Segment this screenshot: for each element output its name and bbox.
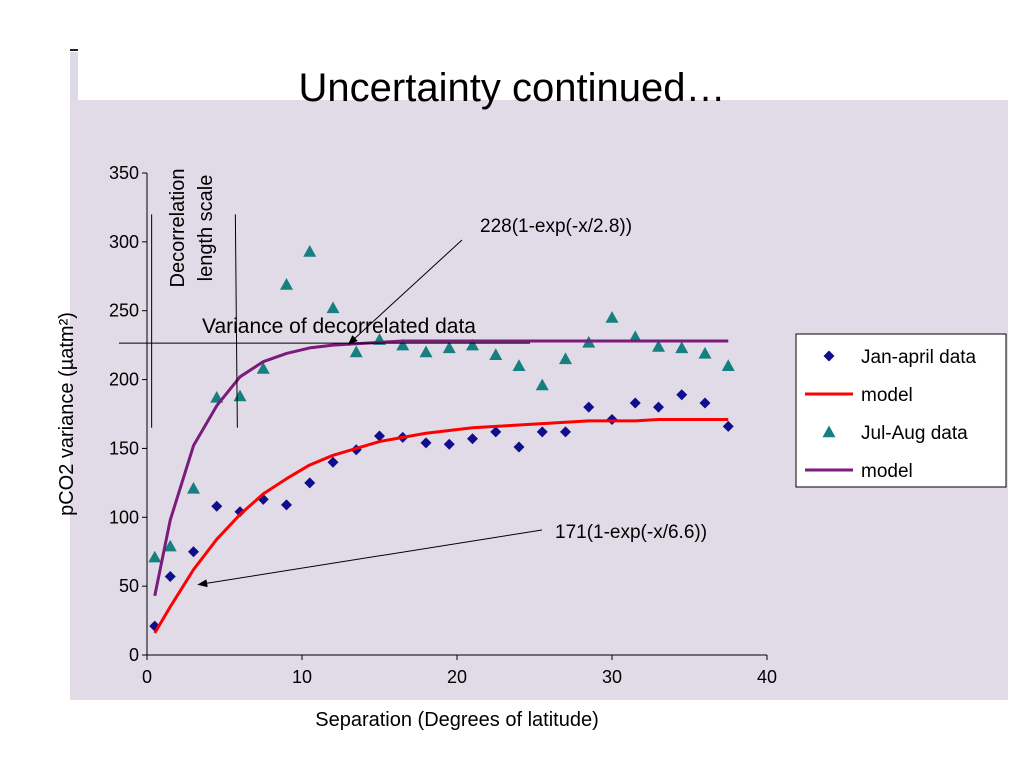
y-tick-label: 200	[109, 370, 139, 390]
y-tick-label: 150	[109, 438, 139, 458]
data-point	[234, 506, 246, 518]
series-0	[149, 389, 734, 632]
y-tick-label: 100	[109, 507, 139, 527]
y-tick-label: 50	[119, 576, 139, 596]
data-point	[164, 571, 176, 583]
data-point	[721, 359, 735, 371]
slide-corner-mark	[70, 49, 78, 51]
data-point	[187, 481, 200, 494]
data-point	[513, 441, 525, 453]
legend-label: Jul-Aug data	[861, 423, 968, 444]
legend-label: model	[861, 385, 913, 406]
data-point	[211, 500, 223, 512]
model-line-1	[153, 418, 729, 634]
data-point	[466, 338, 479, 351]
data-point	[653, 401, 664, 413]
decorrelation-label-line1: Decorrelation	[167, 169, 189, 288]
x-tick-label: 10	[292, 667, 312, 687]
legend-item: Jan-april data	[823, 347, 977, 368]
legend-label: Jan-april data	[861, 347, 977, 368]
data-point	[327, 456, 339, 468]
legend-item: model	[805, 461, 913, 482]
x-tick-label: 30	[602, 667, 622, 687]
data-point	[396, 338, 410, 351]
y-tick-label: 250	[109, 301, 139, 321]
data-point	[628, 330, 642, 343]
summer-model-arrow	[347, 239, 463, 345]
x-axis-title: Separation (Degrees of latitude)	[315, 709, 599, 731]
data-point	[583, 401, 595, 413]
legend: Jan-april data model Jul-Aug data model	[795, 333, 1007, 488]
data-point	[442, 341, 456, 354]
data-point	[163, 539, 177, 552]
slide-title: Uncertainty continued…	[298, 66, 726, 110]
y-axis-title: pCO2 variance (µatm²)	[56, 312, 78, 516]
data-point	[326, 301, 340, 314]
data-point	[188, 546, 199, 558]
series-2	[148, 244, 735, 563]
winter-model-arrow	[197, 529, 543, 588]
data-point	[512, 359, 526, 371]
x-tick-label: 20	[447, 667, 467, 687]
data-point	[699, 397, 711, 409]
annotations: Decorrelation length scale Variance of dec…	[119, 169, 707, 588]
legend-label: model	[861, 461, 913, 482]
legend-item: Jul-Aug data	[822, 423, 968, 444]
data-point	[420, 437, 432, 449]
data-point	[536, 426, 548, 438]
variance-label: Variance of decorrelated data	[202, 315, 476, 338]
data-point	[605, 311, 619, 323]
data-point	[349, 345, 363, 358]
data-point	[281, 499, 292, 511]
slide-left-accent-bar	[70, 52, 78, 100]
data-point	[698, 346, 712, 359]
data-point	[490, 426, 502, 438]
winter-model-equation: 171(1-exp(-x/6.6))	[555, 522, 707, 543]
data-point	[419, 345, 433, 358]
data-point	[675, 341, 689, 354]
data-point	[559, 352, 572, 365]
series-layer	[148, 244, 735, 634]
series-3	[153, 339, 729, 597]
data-point	[303, 244, 317, 257]
data-point	[148, 550, 162, 563]
data-point	[233, 389, 247, 402]
legend-item: model	[805, 385, 913, 406]
series-1	[153, 418, 729, 634]
x-tick-label: 40	[757, 667, 777, 687]
data-point	[560, 426, 571, 438]
summer-model-equation: 228(1-exp(-x/2.8))	[480, 216, 632, 237]
data-point	[652, 340, 665, 352]
data-point	[629, 397, 641, 409]
legend-marker-swatch	[822, 425, 836, 438]
data-point	[256, 362, 270, 374]
decorrelation-label-line2: length scale	[195, 175, 217, 282]
data-point	[489, 348, 503, 360]
data-point	[304, 477, 316, 489]
y-tick-label: 350	[109, 163, 139, 183]
model-line-3	[153, 339, 729, 597]
decorrelation-marker-line	[234, 214, 238, 428]
data-point	[374, 430, 385, 442]
legend-marker-swatch	[823, 350, 835, 362]
y-tick-label: 300	[109, 232, 139, 252]
data-point	[443, 438, 455, 450]
data-point	[467, 433, 478, 445]
data-point	[676, 389, 688, 401]
y-tick-label: 0	[129, 645, 139, 665]
data-point	[722, 420, 734, 432]
data-point	[535, 378, 549, 391]
axes: 0 50 100 150 200 250 300 350 0 10 20 30 40 Separation…	[56, 163, 777, 731]
x-tick-label: 0	[142, 667, 152, 687]
data-point	[280, 278, 293, 290]
